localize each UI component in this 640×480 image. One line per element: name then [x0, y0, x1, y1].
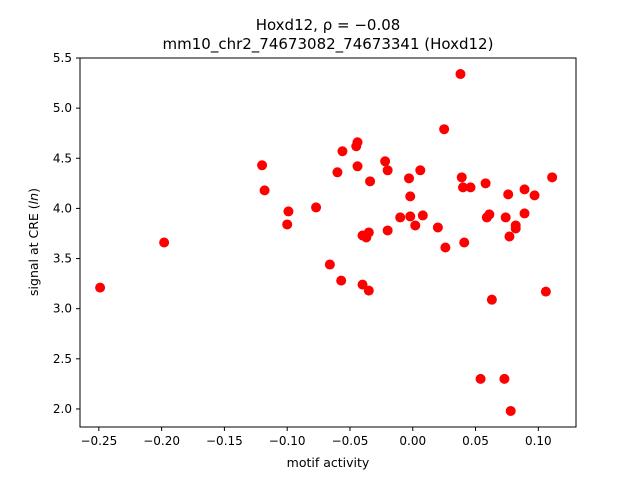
scatter-point: [500, 212, 511, 223]
y-tick-label: 4.5: [53, 151, 72, 165]
scatter-point: [457, 182, 468, 193]
scatter-point: [380, 156, 391, 167]
scatter-point: [257, 160, 268, 171]
scatter-point: [410, 220, 421, 231]
scatter-point: [529, 190, 540, 201]
scatter-point: [499, 373, 510, 384]
scatter-point: [382, 165, 393, 176]
scatter-point: [403, 173, 414, 184]
scatter-point: [440, 242, 451, 253]
y-tick-label: 3.5: [53, 252, 72, 266]
scatter-point: [365, 176, 376, 187]
scatter-point: [540, 286, 551, 297]
y-tick-label: 2.0: [53, 402, 72, 416]
scatter-point: [475, 373, 486, 384]
x-tick-label: 0.05: [462, 434, 489, 448]
scatter-point: [283, 206, 294, 217]
scatter-point: [363, 285, 374, 296]
plot-area-frame: [79, 57, 577, 428]
scatter-point: [382, 225, 393, 236]
scatter-point: [352, 137, 363, 148]
scatter-point: [480, 178, 491, 189]
chart-title-line1: Hoxd12, ρ = −0.08: [256, 16, 401, 34]
x-tick-label: −0.10: [269, 434, 306, 448]
x-tick-label: 0.10: [525, 434, 552, 448]
x-tick-label: −0.15: [206, 434, 243, 448]
scatter-point: [332, 167, 343, 178]
scatter-point: [95, 282, 106, 293]
y-axis-label-ln: ln: [26, 193, 41, 204]
scatter-point: [405, 211, 416, 222]
y-tick-label: 5.5: [53, 51, 72, 65]
y-tick-label: 2.5: [53, 352, 72, 366]
scatter-point: [282, 219, 293, 230]
x-tick-label: −0.25: [80, 434, 117, 448]
scatter-point: [504, 231, 515, 242]
scatter-point: [465, 182, 476, 193]
x-axis-label: motif activity: [287, 455, 370, 470]
scatter-point: [547, 172, 558, 183]
scatter-point: [459, 237, 470, 248]
scatter-point: [337, 146, 348, 157]
scatter-point: [352, 161, 363, 172]
scatter-point: [455, 69, 466, 80]
scatter-point: [432, 222, 443, 233]
y-axis-label-prefix: signal at CRE (: [26, 204, 41, 296]
scatter-point: [405, 191, 416, 202]
scatter-point: [519, 184, 530, 195]
scatter-point: [336, 275, 347, 286]
scatter-point: [357, 279, 368, 290]
y-tick-label: 3.0: [53, 302, 72, 316]
x-tick-label: −0.05: [332, 434, 369, 448]
chart-title-line2: mm10_chr2_74673082_74673341 (Hoxd12): [163, 35, 494, 54]
y-axis-label: signal at CRE (ln): [26, 188, 41, 296]
y-tick-label: 5.0: [53, 101, 72, 115]
scatter-point: [484, 209, 495, 220]
scatter-point: [259, 185, 270, 196]
scatter-point: [456, 172, 467, 183]
x-tick-label: −0.20: [143, 434, 180, 448]
scatter-point: [439, 124, 450, 135]
scatter-point: [510, 223, 521, 234]
scatter-point: [486, 294, 497, 305]
x-tick-label: 0.00: [399, 434, 426, 448]
data-points: [95, 69, 558, 416]
scatter-point: [519, 208, 530, 219]
scatter-point: [415, 165, 426, 176]
scatter-point: [503, 189, 514, 200]
scatter-point: [395, 212, 406, 223]
x-axis-ticks: −0.25 −0.20 −0.15 −0.10 −0.05 0.00 0.05 0.10: [80, 427, 552, 448]
scatter-point: [505, 405, 516, 416]
scatter-point: [159, 237, 170, 248]
scatter-point: [363, 227, 374, 238]
y-axis-label-suffix: ): [26, 188, 41, 193]
scatter-point: [324, 259, 335, 270]
scatter-point: [417, 210, 428, 221]
scatter-point: [311, 202, 322, 213]
y-tick-label: 4.0: [53, 201, 72, 215]
y-axis-ticks: 2.0 2.5 3.0 3.5 4.0 4.5 5.0 5.5: [53, 51, 80, 416]
